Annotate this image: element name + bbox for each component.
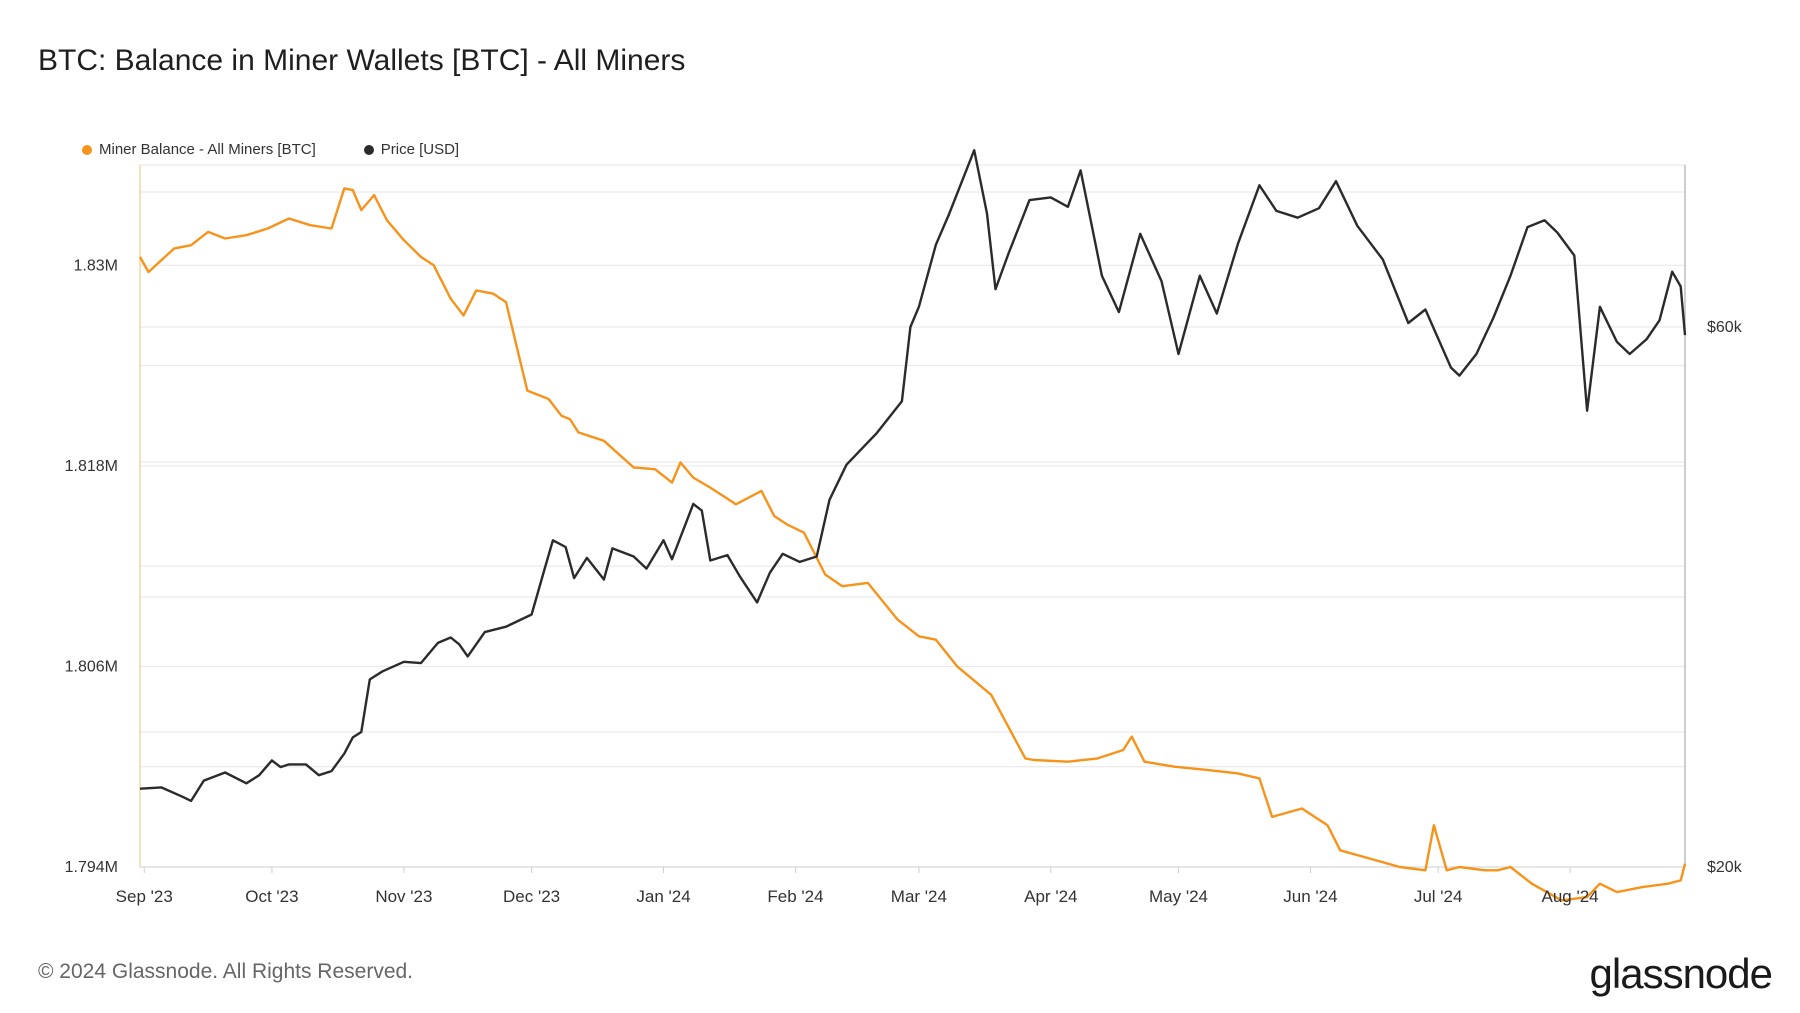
y-right-tick-label: $60k — [1707, 319, 1743, 336]
legend-label-balance: Miner Balance - All Miners [BTC] — [99, 141, 316, 158]
x-tick-label: May '24 — [1149, 887, 1208, 906]
y-right-tick-label: $20k — [1707, 859, 1743, 876]
y-left-tick-label: 1.806M — [65, 658, 118, 675]
x-tick-label: Jul '24 — [1414, 887, 1463, 906]
y-left-tick-label: 1.83M — [74, 257, 118, 274]
chart-axes — [139, 165, 1686, 873]
tick-labels: 1.794M 1.806M 1.818M 1.83M $20k $60k Sep '23 Oc… — [65, 257, 1743, 906]
x-tick-label: Jun '24 — [1283, 887, 1337, 906]
legend-item-price[interactable]: Price [USD] — [363, 141, 460, 158]
x-tick-label: Aug '24 — [1542, 887, 1599, 906]
legend-label-price: Price [USD] — [380, 141, 460, 158]
x-tick-label: Dec '23 — [503, 887, 560, 906]
y-left-tick-label: 1.818M — [65, 458, 118, 475]
legend-dot-price-icon — [363, 144, 374, 155]
x-tick-label: Jan '24 — [636, 887, 690, 906]
plot-frame — [139, 164, 1686, 868]
chart-legend: Miner Balance - All Miners [BTC] Price [… — [82, 141, 459, 158]
x-tick-label: Nov '23 — [375, 887, 432, 906]
series-lines — [138, 149, 1687, 902]
legend-item-balance[interactable]: Miner Balance - All Miners [BTC] — [82, 141, 316, 158]
legend-dot-balance-icon — [82, 144, 92, 155]
series-line-price — [139, 149, 1687, 803]
x-tick-label: Feb '24 — [767, 887, 823, 906]
x-tick-label: Mar '24 — [891, 887, 947, 906]
x-tick-label: Oct '23 — [245, 887, 298, 906]
x-tick-label: Apr '24 — [1024, 887, 1077, 906]
glassnode-logo: glassnode — [1589, 950, 1773, 997]
y-left-tick-label: 1.794M — [65, 859, 118, 876]
chart-title: BTC: Balance in Miner Wallets [BTC] - Al… — [38, 44, 686, 77]
copyright-text: © 2024 Glassnode. All Rights Reserved. — [38, 960, 414, 983]
x-tick-label: Sep '23 — [116, 887, 173, 906]
series-line-miner-balance — [138, 187, 1687, 902]
grid-lines — [139, 164, 1686, 868]
